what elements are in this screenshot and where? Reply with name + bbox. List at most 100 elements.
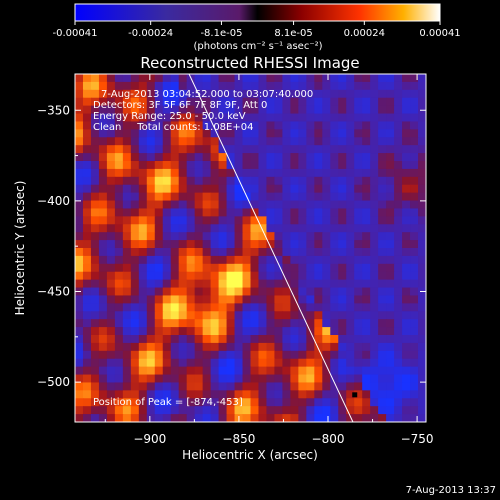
heatmap-cell [258, 168, 268, 178]
heatmap-cell [282, 89, 291, 99]
heatmap-cell [330, 335, 339, 344]
heatmap-cell [378, 335, 387, 344]
heatmap-cell [178, 398, 188, 407]
heatmap-cell [250, 89, 260, 99]
heatmap-cell [98, 74, 108, 83]
heatmap-cell [362, 216, 371, 225]
heatmap-cell [378, 137, 387, 146]
heatmap-cell [386, 145, 395, 154]
heatmap-cell [186, 248, 196, 257]
heatmap-cell [218, 263, 228, 273]
heatmap-cell [122, 137, 132, 146]
heatmap-cell [98, 366, 108, 376]
heatmap-cell [378, 358, 387, 368]
heatmap-cell [410, 295, 419, 304]
heatmap-cell [202, 327, 212, 336]
heatmap-cell [234, 255, 244, 265]
heatmap-cell [346, 161, 355, 170]
heatmap-cell [306, 105, 315, 115]
heatmap-cell [186, 350, 196, 360]
heatmap-cell [314, 342, 323, 352]
heatmap-cell [146, 350, 156, 360]
heatmap-cell [194, 390, 204, 399]
heatmap-cell [394, 145, 403, 154]
heatmap-cell [162, 137, 172, 146]
heatmap-cell [258, 145, 268, 154]
heatmap-cell [210, 382, 220, 391]
heatmap-cell [330, 295, 339, 304]
heatmap-cell [314, 271, 323, 281]
heatmap-cell [162, 382, 172, 391]
heatmap-cell [314, 129, 323, 138]
heatmap-cell [346, 208, 355, 217]
heatmap-cell [314, 200, 323, 210]
heatmap-cell [394, 224, 403, 233]
heatmap-cell [354, 161, 363, 170]
heatmap-cell [106, 89, 116, 99]
heatmap-cell [418, 168, 426, 178]
heatmap-cell [362, 113, 371, 123]
heatmap-cell [186, 89, 196, 99]
heatmap-cell [234, 390, 244, 399]
heatmap-cell [330, 89, 339, 99]
heatmap-cell [146, 153, 156, 162]
heatmap-cell [354, 200, 363, 210]
heatmap-cell [354, 145, 363, 154]
heatmap-cell [106, 287, 116, 297]
heatmap-cell [298, 224, 307, 233]
heatmap-cell [75, 271, 84, 281]
heatmap-cell [218, 74, 228, 83]
heatmap-cell [258, 105, 268, 115]
heatmap-cell [330, 105, 339, 115]
heatmap-cell [274, 287, 284, 297]
heatmap-cell [98, 81, 108, 91]
heatmap-cell [138, 89, 148, 99]
heatmap-cell [154, 184, 164, 194]
heatmap-cell [354, 327, 363, 336]
heatmap-cell [322, 240, 331, 249]
heatmap-cell [266, 263, 276, 273]
heatmap-cell [290, 366, 299, 376]
heatmap-cell [130, 105, 140, 115]
heatmap-cell [378, 208, 387, 217]
heatmap-cell [274, 105, 284, 115]
colorbar-tick-label: -8.1e-05 [200, 28, 242, 39]
heatmap-cell [234, 366, 244, 376]
heatmap-cell [410, 216, 419, 225]
heatmap-cell [298, 263, 307, 273]
heatmap-cell [394, 350, 403, 360]
heatmap-cell [162, 255, 172, 265]
heatmap-cell [98, 240, 108, 249]
heatmap-cell [234, 232, 244, 241]
heatmap-cell [354, 129, 363, 138]
heatmap-cell [346, 295, 355, 304]
heatmap-cell [410, 240, 419, 249]
heatmap-cell [170, 200, 180, 210]
heatmap-cell [370, 89, 379, 99]
heatmap-cell [146, 303, 156, 312]
heatmap-cell [346, 414, 355, 422]
heatmap-cell [370, 255, 379, 265]
heatmap-cell [226, 366, 236, 376]
heatmap-cell [138, 113, 148, 123]
heatmap-cell [418, 113, 426, 123]
heatmap-cell [418, 81, 426, 91]
heatmap-cell [98, 161, 108, 170]
heatmap-cell [226, 327, 236, 336]
heatmap-cell [378, 271, 387, 281]
heatmap-cell [378, 81, 387, 91]
heatmap-cell [194, 224, 204, 233]
heatmap-cell [138, 327, 148, 336]
heatmap-cell [314, 145, 323, 154]
heatmap-cell [290, 192, 299, 202]
heatmap-cell [418, 311, 426, 320]
heatmap-cell [330, 390, 339, 399]
heatmap-cell [418, 121, 426, 130]
heatmap-cell [82, 279, 92, 289]
heatmap-cell [290, 271, 299, 281]
heatmap-cell [250, 287, 260, 297]
heatmap-cell [306, 350, 315, 360]
heatmap-cell [282, 176, 291, 186]
heatmap-cell [370, 74, 379, 83]
heatmap-cell [250, 161, 260, 170]
